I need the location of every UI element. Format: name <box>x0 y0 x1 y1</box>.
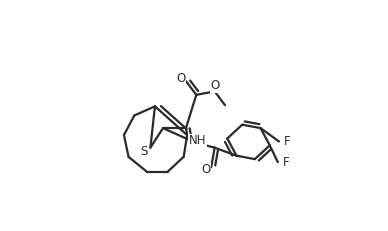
Text: NH: NH <box>189 134 206 147</box>
Text: F: F <box>282 156 289 169</box>
Text: O: O <box>176 72 185 85</box>
Text: O: O <box>201 163 211 176</box>
Text: O: O <box>211 79 220 92</box>
Text: S: S <box>140 145 147 158</box>
Text: F: F <box>284 135 290 148</box>
